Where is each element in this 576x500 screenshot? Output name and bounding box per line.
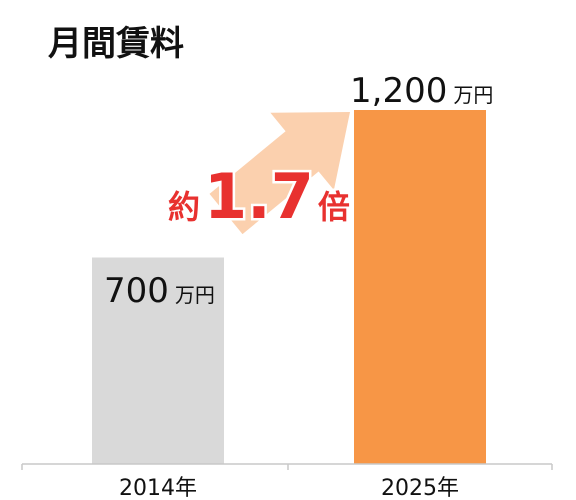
bar-2014 (92, 257, 224, 464)
x-tick-label-2014: 2014年 (119, 476, 197, 500)
data-label-2014-value: 700 (104, 271, 169, 311)
data-label-2025-unit: 万円 (453, 83, 493, 107)
data-label-2014: 700 万円 (104, 271, 215, 311)
data-label-2025: 1,200 万円 (350, 71, 493, 111)
growth-ratio-value: 1.7 (204, 160, 314, 233)
growth-arrow-layer (209, 112, 350, 235)
growth-ratio-prefix: 約 (168, 188, 200, 226)
growth-arrow (209, 112, 350, 235)
bar-layer (92, 110, 486, 464)
bar-2025 (354, 110, 486, 464)
chart-title: 月間賃料 (48, 24, 184, 64)
growth-ratio-suffix: 倍 (318, 188, 350, 226)
growth-ratio-annotation: 約1.7 倍 (168, 160, 350, 233)
data-label-2014-unit: 万円 (175, 283, 215, 307)
x-tick-label-2025: 2025年 (381, 476, 459, 500)
data-label-2025-value: 1,200 (350, 71, 447, 111)
